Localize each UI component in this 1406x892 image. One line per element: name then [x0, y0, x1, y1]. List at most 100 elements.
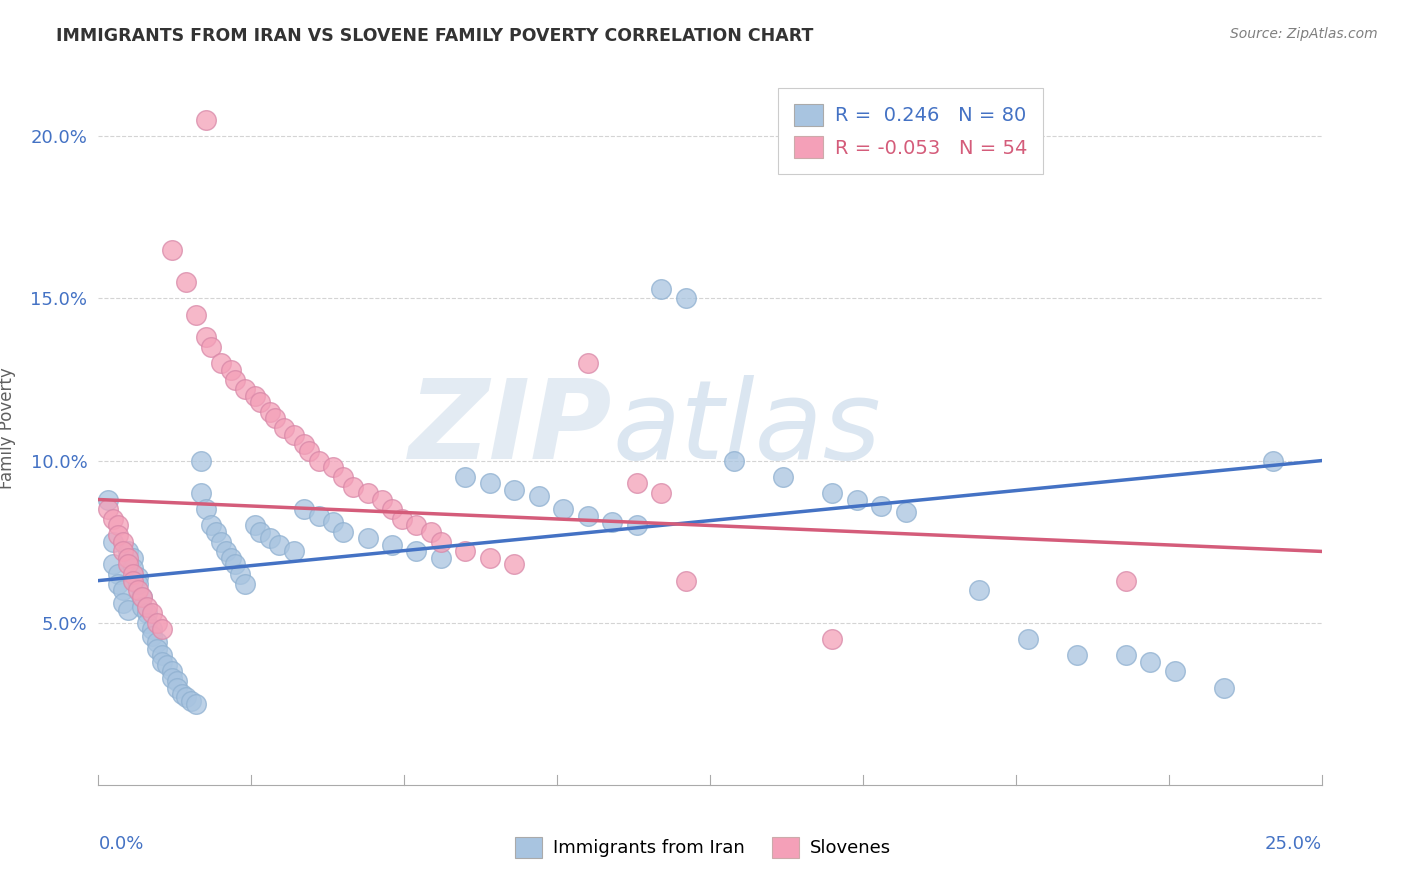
Point	[141, 606, 163, 620]
Point	[1115, 648, 1137, 663]
Point	[894, 506, 917, 520]
Point	[1212, 681, 1234, 695]
Point	[454, 470, 477, 484]
Point	[249, 524, 271, 539]
Point	[186, 697, 208, 711]
Point	[127, 577, 149, 591]
Point	[356, 486, 378, 500]
Point	[97, 492, 120, 507]
Point	[626, 476, 648, 491]
Text: 25.0%: 25.0%	[1264, 835, 1322, 853]
Point	[160, 671, 183, 685]
Point	[391, 512, 413, 526]
Point	[1164, 665, 1187, 679]
Point	[405, 518, 427, 533]
Point	[166, 674, 188, 689]
Point	[283, 427, 305, 442]
Point	[131, 599, 153, 614]
Point	[273, 421, 295, 435]
Point	[160, 665, 183, 679]
Point	[259, 532, 281, 546]
Point	[200, 340, 222, 354]
Point	[503, 558, 526, 572]
Point	[1139, 655, 1161, 669]
Point	[322, 460, 344, 475]
Point	[180, 693, 202, 707]
Point	[527, 489, 550, 503]
Point	[121, 574, 143, 588]
Text: Source: ZipAtlas.com: Source: ZipAtlas.com	[1230, 27, 1378, 41]
Point	[107, 528, 129, 542]
Point	[219, 363, 242, 377]
Point	[650, 282, 672, 296]
Point	[233, 382, 256, 396]
Point	[200, 518, 222, 533]
Point	[136, 599, 159, 614]
Point	[111, 583, 134, 598]
Point	[136, 606, 159, 620]
Point	[170, 687, 193, 701]
Text: 0.0%: 0.0%	[98, 835, 143, 853]
Text: IMMIGRANTS FROM IRAN VS SLOVENE FAMILY POVERTY CORRELATION CHART: IMMIGRANTS FROM IRAN VS SLOVENE FAMILY P…	[56, 27, 814, 45]
Point	[146, 635, 169, 649]
Point	[430, 550, 453, 565]
Point	[209, 356, 232, 370]
Point	[156, 657, 179, 672]
Point	[845, 492, 868, 507]
Point	[420, 524, 443, 539]
Point	[224, 372, 246, 386]
Point	[111, 544, 134, 558]
Point	[136, 615, 159, 630]
Point	[478, 476, 501, 491]
Point	[131, 590, 153, 604]
Point	[195, 330, 218, 344]
Point	[821, 486, 844, 500]
Point	[292, 502, 315, 516]
Point	[141, 629, 163, 643]
Point	[214, 544, 236, 558]
Point	[101, 534, 124, 549]
Point	[478, 550, 501, 565]
Point	[967, 583, 990, 598]
Point	[127, 570, 149, 584]
Point	[342, 479, 364, 493]
Point	[322, 515, 344, 529]
Point	[332, 524, 354, 539]
Point	[576, 356, 599, 370]
Point	[229, 567, 252, 582]
Point	[1115, 574, 1137, 588]
Point	[127, 583, 149, 598]
Point	[131, 590, 153, 604]
Point	[186, 308, 208, 322]
Point	[243, 518, 266, 533]
Point	[146, 641, 169, 656]
Point	[553, 502, 575, 516]
Point	[233, 577, 256, 591]
Point	[101, 558, 124, 572]
Point	[107, 567, 129, 582]
Point	[195, 113, 218, 128]
Point	[356, 532, 378, 546]
Point	[454, 544, 477, 558]
Point	[283, 544, 305, 558]
Point	[150, 648, 173, 663]
Point	[332, 470, 354, 484]
Point	[101, 512, 124, 526]
Point	[117, 544, 139, 558]
Point	[111, 534, 134, 549]
Point	[772, 470, 794, 484]
Point	[298, 443, 321, 458]
Point	[97, 502, 120, 516]
Point	[121, 567, 143, 582]
Point	[224, 558, 246, 572]
Point	[190, 453, 212, 467]
Point	[1261, 453, 1284, 467]
Point	[111, 596, 134, 610]
Text: atlas: atlas	[612, 375, 880, 482]
Point	[430, 534, 453, 549]
Point	[166, 681, 188, 695]
Point	[117, 603, 139, 617]
Point	[150, 622, 173, 636]
Point	[381, 502, 404, 516]
Point	[292, 437, 315, 451]
